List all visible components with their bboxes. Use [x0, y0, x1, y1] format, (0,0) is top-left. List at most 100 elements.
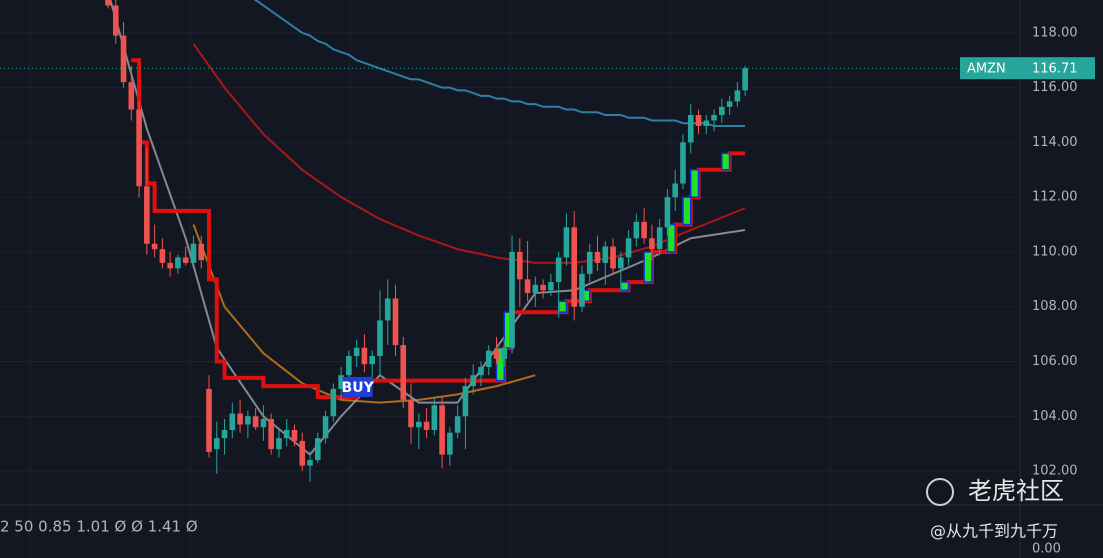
candle-body — [245, 416, 251, 425]
y-tick-label: 106.00 — [1032, 354, 1078, 369]
candle-body — [602, 246, 609, 263]
candle-body — [734, 90, 741, 102]
candle-body — [641, 221, 647, 239]
moving-average — [253, 0, 746, 127]
candle-body — [384, 298, 391, 321]
signal-box — [342, 376, 373, 397]
candle-body — [198, 243, 205, 261]
candle-body — [509, 251, 515, 348]
candle-body — [594, 251, 601, 263]
candle-body — [307, 460, 313, 466]
candle-body — [361, 347, 368, 365]
candle-body — [439, 405, 445, 455]
candle-body — [213, 438, 220, 450]
candle-body — [314, 438, 321, 461]
candle-body — [182, 257, 189, 263]
candle-body — [330, 388, 337, 417]
candle-body — [431, 405, 438, 430]
candle-body — [112, 5, 119, 36]
candle-body — [260, 419, 267, 428]
candle-body — [548, 282, 554, 291]
candle-body — [128, 82, 135, 110]
candle-body — [687, 115, 694, 143]
candle-body — [276, 438, 282, 450]
candle-body — [229, 413, 236, 430]
candle-body — [719, 106, 725, 116]
candle-body — [563, 227, 570, 258]
candle-body — [175, 257, 181, 269]
candle-body — [742, 68, 748, 91]
candle-body — [633, 221, 640, 239]
candle-body — [586, 251, 593, 274]
y-tick-label: 118.00 — [1032, 25, 1078, 40]
candle-body — [610, 246, 616, 269]
y-tick-label: 116.00 — [1032, 80, 1078, 95]
y-tick-label: 114.00 — [1032, 135, 1078, 150]
candle-body — [144, 186, 150, 244]
candle-body — [703, 120, 710, 126]
candle-body — [579, 273, 585, 307]
stop-rise — [690, 169, 700, 198]
candle-body — [454, 416, 461, 433]
y-tick-label: 108.00 — [1032, 299, 1078, 314]
candle-body — [136, 109, 142, 187]
watermark-author: @从九千到九千万 — [930, 522, 1058, 541]
candle-body — [392, 298, 399, 346]
candle-body — [524, 279, 531, 294]
candle-body — [726, 101, 733, 107]
stop-rise — [721, 152, 731, 171]
y-tick-label: 104.00 — [1032, 409, 1078, 424]
candle-body — [517, 251, 523, 280]
candle-body — [423, 421, 430, 430]
candle-body — [493, 350, 500, 359]
price-tag — [960, 57, 1022, 80]
candle-body — [532, 284, 539, 294]
candle-body — [299, 440, 306, 466]
candle-body — [369, 356, 375, 365]
candle-body — [252, 416, 259, 428]
candle-body — [571, 227, 577, 307]
candle-body — [485, 350, 492, 367]
stop-rise — [666, 223, 676, 253]
candle-body — [462, 386, 469, 417]
stop-rise — [557, 300, 568, 313]
candle-body — [695, 115, 702, 126]
watermark-title: 老虎社区 — [968, 477, 1064, 505]
candle-body — [346, 356, 352, 376]
candle-body — [159, 249, 166, 263]
time-grid — [29, 0, 831, 558]
ribbon-line — [192, 224, 536, 404]
candle-body — [478, 366, 484, 376]
candle-body — [447, 432, 453, 455]
candle-body — [283, 429, 290, 439]
price-tag-value: 116.71 — [1032, 62, 1078, 77]
candle-body — [151, 243, 158, 250]
stop-rise — [682, 196, 692, 226]
candle-body — [656, 227, 663, 250]
candle-body — [206, 388, 212, 452]
candle-body — [353, 347, 360, 357]
price-tag-value-box — [1022, 57, 1095, 80]
ribbon-line — [109, 0, 746, 457]
candle-body — [291, 429, 298, 441]
indicator-values: 2 50 0.85 1.01 Ø Ø 1.41 Ø — [0, 518, 198, 536]
ribbon-line — [192, 43, 746, 264]
candle-body — [625, 238, 632, 258]
candle-body — [338, 375, 344, 389]
candle-body — [680, 142, 686, 184]
candle-body — [618, 257, 624, 269]
candle-body — [120, 35, 127, 83]
candle-body — [237, 413, 243, 425]
candle-body — [268, 419, 274, 450]
candle-body — [221, 429, 228, 439]
signal-label: BUY — [342, 380, 375, 396]
candle-body — [400, 345, 407, 400]
candle-body — [501, 347, 508, 359]
candle-body — [555, 257, 562, 283]
lower-tick-label: 0.00 — [1032, 542, 1061, 557]
candle-body — [105, 0, 111, 6]
candle-body — [322, 416, 329, 439]
candle-body — [664, 197, 671, 228]
